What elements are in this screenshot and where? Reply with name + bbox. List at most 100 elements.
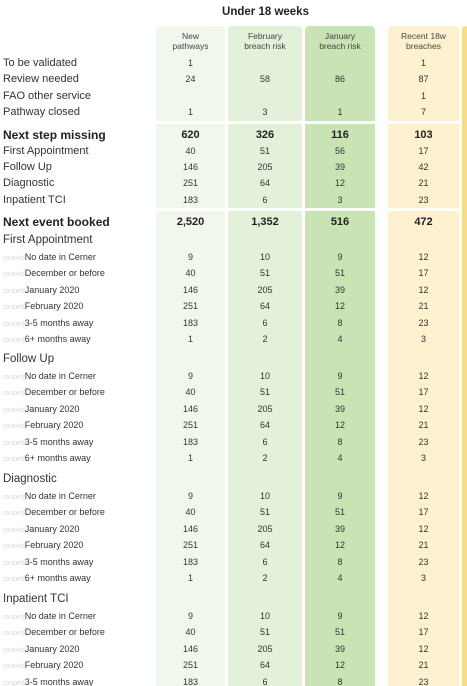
cell-new[interactable]: 620 (181, 129, 200, 141)
table-row[interactable]: roupedFebruary 2020 251 64 12 21 (0, 657, 467, 673)
cell-new[interactable]: 40 (185, 268, 196, 278)
cell-jan[interactable]: 4 (337, 453, 343, 463)
cell-rec[interactable]: 12 (418, 611, 429, 621)
cell-rec[interactable]: 21 (418, 660, 429, 670)
cell-new[interactable]: 183 (182, 677, 199, 686)
cell-rec[interactable]: 42 (418, 162, 429, 172)
cell-feb[interactable]: 64 (259, 178, 270, 188)
cell-jan[interactable]: 39 (334, 404, 345, 414)
cell-feb[interactable]: 51 (259, 507, 270, 517)
cell-new[interactable]: 183 (182, 195, 199, 205)
cell-rec[interactable]: 17 (418, 268, 429, 278)
cell-rec[interactable]: 12 (418, 285, 429, 295)
cell-feb[interactable]: 51 (259, 627, 270, 637)
table-row[interactable]: rouped3-5 months away 183 6 8 23 (0, 315, 467, 331)
cell-rec[interactable]: 23 (418, 557, 429, 567)
cell-new[interactable]: 9 (187, 491, 193, 501)
cell-jan[interactable]: 39 (334, 285, 345, 295)
cell-rec[interactable]: 21 (418, 420, 429, 430)
table-row[interactable]: roupedNo date in Cerner 9 10 9 12 (0, 488, 467, 504)
cell-jan[interactable]: 9 (337, 371, 343, 381)
cell-new[interactable]: 2,520 (176, 216, 205, 228)
table-row[interactable]: rouped3-5 months away 183 6 8 23 (0, 554, 467, 570)
cell-feb[interactable]: 6 (262, 318, 268, 328)
cell-new[interactable]: 251 (182, 178, 199, 188)
cell-new[interactable]: 9 (187, 611, 193, 621)
table-row[interactable]: roupedJanuary 2020 146 205 39 12 (0, 521, 467, 537)
cell-new[interactable]: 9 (187, 371, 193, 381)
cell-new[interactable]: 40 (185, 146, 196, 156)
cell-rec[interactable]: 472 (414, 216, 433, 228)
cell-jan[interactable]: 516 (330, 216, 350, 228)
table-row[interactable]: Inpatient TCI 183 6 3 23 (0, 192, 467, 208)
cell-jan[interactable]: 12 (334, 301, 345, 311)
cell-rec[interactable]: 21 (418, 540, 429, 550)
cell-rec[interactable]: 23 (418, 677, 429, 686)
section-row[interactable]: Next step missing 620 326 116 103 (0, 127, 467, 143)
cell-jan[interactable]: 8 (337, 437, 343, 447)
cell-feb[interactable]: 1,352 (251, 216, 279, 228)
cell-feb[interactable]: 64 (259, 301, 270, 311)
cell-new[interactable]: 1 (187, 573, 193, 583)
cell-new[interactable]: 1 (187, 334, 193, 344)
cell-jan[interactable]: 12 (334, 420, 345, 430)
cell-new[interactable]: 251 (182, 540, 199, 550)
cell-rec[interactable]: 1 (420, 58, 426, 68)
table-row[interactable]: rouped6+ months away 1 2 4 3 (0, 450, 467, 466)
cell-jan[interactable]: 51 (334, 507, 345, 517)
cell-rec[interactable]: 87 (418, 74, 429, 84)
cell-rec[interactable]: 17 (418, 387, 429, 397)
cell-rec[interactable]: 12 (418, 252, 429, 262)
cell-rec[interactable]: 21 (418, 301, 429, 311)
cell-feb[interactable]: 51 (259, 146, 270, 156)
table-row[interactable]: roupedFebruary 2020 251 64 12 21 (0, 537, 467, 553)
cell-jan[interactable]: 9 (337, 491, 343, 501)
cell-feb[interactable]: 64 (259, 660, 270, 670)
cell-jan[interactable]: 39 (334, 524, 345, 534)
table-row[interactable]: roupedFebruary 2020 251 64 12 21 (0, 417, 467, 433)
cell-feb[interactable]: 205 (257, 285, 273, 295)
cell-feb[interactable]: 6 (262, 677, 268, 686)
cell-new[interactable]: 146 (182, 644, 199, 654)
table-row[interactable]: roupedNo date in Cerner 9 10 9 12 (0, 368, 467, 384)
cell-feb[interactable]: 6 (262, 557, 268, 567)
cell-jan[interactable]: 1 (337, 107, 343, 117)
cell-rec[interactable]: 17 (418, 627, 429, 637)
cell-jan[interactable]: 51 (334, 268, 345, 278)
cell-new[interactable]: 146 (182, 162, 199, 172)
table-row[interactable]: rouped3-5 months away 183 6 8 23 (0, 434, 467, 450)
cell-rec[interactable]: 23 (418, 195, 429, 205)
table-row[interactable]: roupedJanuary 2020 146 205 39 12 (0, 401, 467, 417)
cell-feb[interactable]: 3 (262, 107, 268, 117)
cell-feb[interactable]: 64 (259, 540, 270, 550)
cell-feb[interactable]: 51 (259, 387, 270, 397)
cell-rec[interactable]: 3 (420, 334, 426, 344)
cell-jan[interactable]: 4 (337, 573, 343, 583)
cell-jan[interactable]: 116 (331, 129, 349, 141)
cell-feb[interactable]: 6 (262, 195, 268, 205)
cell-rec[interactable]: 12 (418, 371, 429, 381)
cell-new[interactable]: 251 (182, 301, 199, 311)
cell-rec[interactable]: 12 (418, 524, 429, 534)
cell-feb[interactable]: 58 (259, 74, 270, 84)
cell-rec[interactable]: 17 (418, 507, 429, 517)
cell-new[interactable]: 183 (182, 557, 199, 567)
cell-new[interactable]: 1 (187, 453, 193, 463)
cell-rec[interactable]: 3 (420, 573, 426, 583)
cell-jan[interactable]: 8 (337, 557, 343, 567)
cell-feb[interactable]: 205 (257, 524, 273, 534)
cell-rec[interactable]: 17 (418, 146, 429, 156)
cell-jan[interactable]: 39 (334, 644, 345, 654)
cell-feb[interactable]: 205 (257, 162, 273, 172)
table-row[interactable]: roupedNo date in Cerner 9 10 9 12 (0, 249, 467, 265)
cell-rec[interactable]: 12 (418, 491, 429, 501)
table-row[interactable]: rouped3-5 months away 183 6 8 23 (0, 674, 467, 686)
cell-jan[interactable]: 12 (334, 660, 345, 670)
cell-jan[interactable]: 12 (334, 178, 345, 188)
cell-feb[interactable]: 205 (257, 644, 273, 654)
cell-new[interactable]: 251 (182, 420, 199, 430)
column-header-february-breach-risk[interactable]: February breach risk (244, 31, 286, 51)
column-header-recent-breaches[interactable]: Recent 18w breaches (401, 31, 446, 51)
group-row[interactable]: Inpatient TCI (0, 591, 467, 607)
cell-new[interactable]: 24 (185, 74, 196, 84)
